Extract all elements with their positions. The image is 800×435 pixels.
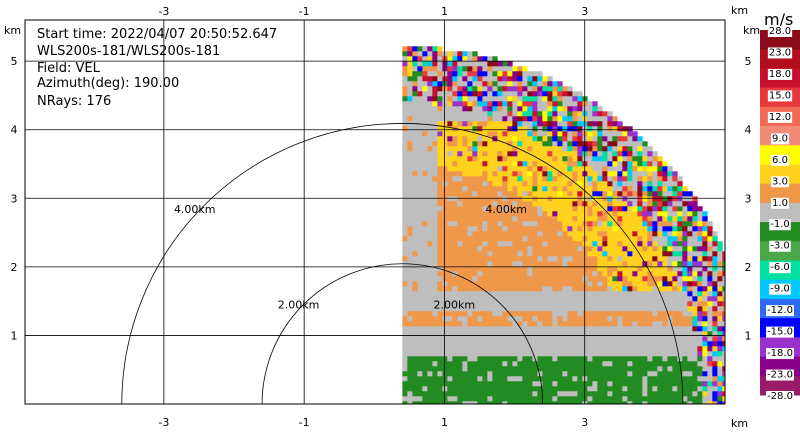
y-tick-label-right: 4 xyxy=(745,124,752,137)
range-ring-label: 2.00km xyxy=(433,299,475,312)
x-unit-bottom: km xyxy=(731,417,748,430)
y-tick-label-right: 3 xyxy=(745,192,752,205)
y-unit-left: km xyxy=(4,24,21,37)
colorbar-label-bg xyxy=(767,90,793,102)
x-tick-label-bottom: -3 xyxy=(158,416,169,429)
colorbar-label: -9.0 xyxy=(770,284,790,295)
colorbar-label-bg xyxy=(769,219,791,231)
range-ring xyxy=(121,123,684,404)
x-tick-label-bottom: 1 xyxy=(441,416,448,429)
colorbar-label-bg xyxy=(767,47,793,59)
plot-frame xyxy=(24,19,726,405)
y-tick-label-left: 1 xyxy=(11,329,18,342)
site-label: WLS200s-181/WLS200s-181 xyxy=(37,44,220,59)
range-ring-label: 4.00km xyxy=(174,203,216,216)
colorbar-label: -23.0 xyxy=(767,370,793,381)
y-tick-label-left: 4 xyxy=(11,124,18,137)
colorbar-swatch xyxy=(760,183,800,204)
colorbar: 28.0 23.0 18.0 15.0 12.0 9.0 6.0 3.0 1.0 -1.0 -3.0… xyxy=(760,26,800,402)
colorbar-label-bg xyxy=(771,176,789,188)
y-tick-label-left: 3 xyxy=(11,192,18,205)
colorbar-label: 12.0 xyxy=(769,112,791,123)
start-time-label: Start time: 2022/04/07 20:50:52.647 xyxy=(37,27,277,42)
colorbar-label-bg xyxy=(766,369,794,381)
colorbar-label: -28.0 xyxy=(767,391,793,402)
axis-ticks: -3 -3 -1 -1 1 1 3 3 1 1 2 2 3 3 4 4 5 5 xyxy=(11,5,752,429)
colorbar-label: -6.0 xyxy=(770,262,790,273)
colorbar-label: 18.0 xyxy=(769,69,791,80)
colorbar-label: -3.0 xyxy=(770,241,790,252)
nrays-label: NRays: 176 xyxy=(37,94,111,109)
colorbar-label-bg xyxy=(766,391,794,402)
y-tick-label-right: 2 xyxy=(745,261,752,274)
colorbar-label-bg xyxy=(766,326,794,338)
colorbar-label-bg xyxy=(771,133,789,145)
colorbar-label-bg xyxy=(767,26,793,37)
x-tick-label-top: -1 xyxy=(299,5,310,18)
colorbar-swatch xyxy=(760,164,800,185)
x-tick-label-top: -3 xyxy=(158,5,169,18)
colorbar-label: -1.0 xyxy=(770,219,790,230)
colorbar-label-bg xyxy=(771,154,789,166)
colorbar-label: 1.0 xyxy=(772,198,788,209)
colorbar-label-bg xyxy=(769,240,791,252)
colorbar-label-bg xyxy=(767,111,793,123)
y-unit-right: km xyxy=(743,24,760,37)
colorbar-label: 23.0 xyxy=(769,47,791,58)
x-tick-label-bottom: -1 xyxy=(299,416,310,429)
colorbar-label: 3.0 xyxy=(772,176,788,187)
x-unit-top: km xyxy=(731,4,748,17)
velocity-field xyxy=(402,46,725,404)
colorbar-label: 6.0 xyxy=(772,155,788,166)
colorbar-label-bg xyxy=(769,283,791,295)
y-tick-label-right: 1 xyxy=(745,329,752,342)
azimuth-label: Azimuth(deg): 190.00 xyxy=(37,76,179,91)
y-tick-label-left: 2 xyxy=(11,261,18,274)
x-tick-label-bottom: 3 xyxy=(581,416,588,429)
range-ring-label: 2.00km xyxy=(278,299,320,312)
colorbar-swatch xyxy=(760,375,800,396)
colorbar-label: 28.0 xyxy=(769,26,791,37)
y-tick-label-right: 5 xyxy=(745,55,752,68)
colorbar-label: -15.0 xyxy=(767,327,793,338)
colorbar-label: -18.0 xyxy=(767,348,793,359)
colorbar-swatch xyxy=(760,202,800,223)
colorbar-label: 15.0 xyxy=(769,90,791,101)
colorbar-unit: m/s xyxy=(764,10,793,29)
colorbar-label-bg xyxy=(766,348,794,360)
x-tick-label-top: 3 xyxy=(581,5,588,18)
colorbar-label-bg xyxy=(766,305,794,317)
colorbar-label-bg xyxy=(767,68,793,80)
field-label: Field: VEL xyxy=(37,61,101,76)
y-tick-label-left: 5 xyxy=(11,55,18,68)
range-ring-label: 4.00km xyxy=(485,203,527,216)
colorbar-label-bg xyxy=(771,197,789,209)
colorbar-label-bg xyxy=(769,262,791,274)
grid xyxy=(25,20,725,404)
colorbar-label: -12.0 xyxy=(767,305,793,316)
x-tick-label-top: 1 xyxy=(441,5,448,18)
colorbar-label: 9.0 xyxy=(772,133,788,144)
